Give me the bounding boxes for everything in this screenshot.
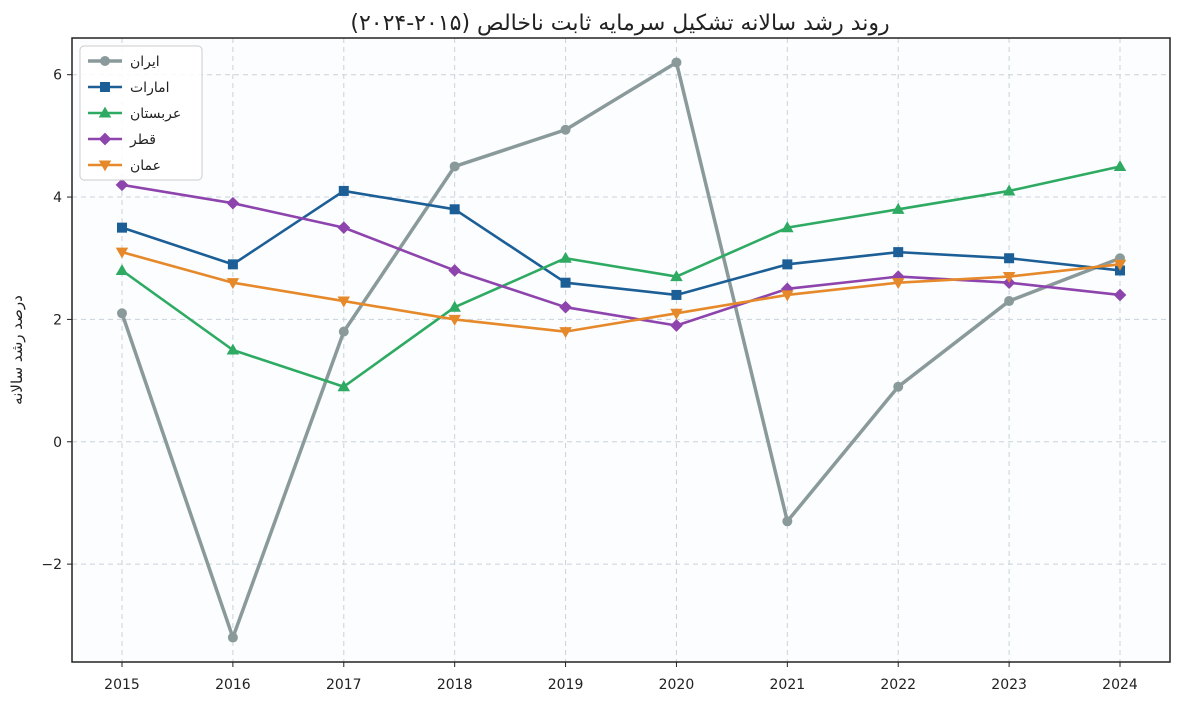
plot-frame: [71, 37, 1171, 663]
data-point: [227, 259, 238, 270]
data-point: [117, 222, 127, 233]
data-point: [1004, 296, 1015, 307]
data-point: [226, 278, 240, 290]
legend-item: قطر: [88, 132, 156, 148]
data-point: [448, 264, 461, 277]
data-point: [115, 247, 129, 259]
legend-item: امارات: [88, 80, 169, 96]
data-point: [115, 178, 129, 192]
series-layer: [115, 57, 1127, 643]
legend-label: امارات: [130, 80, 169, 96]
x-tick-label: 2018: [437, 677, 473, 693]
data-point: [117, 308, 127, 319]
series-line: [121, 250, 1121, 333]
data-point: [1002, 272, 1016, 283]
data-point: [337, 221, 351, 234]
data-point: [671, 289, 682, 300]
data-point: [227, 632, 238, 643]
legend-item: عمان: [88, 158, 161, 174]
data-point: [1113, 288, 1127, 302]
chart-title: روند رشد سالانه تشکیل سرمایه ثابت ناخالص…: [350, 11, 889, 36]
legend-label: ایران: [130, 54, 160, 70]
legend-marker: [98, 132, 112, 146]
data-point: [337, 380, 351, 392]
x-tick-label: 2016: [215, 677, 251, 693]
y-tick-label: 4: [53, 190, 62, 206]
y-axis: −2 0 2 4 6: [41, 68, 72, 573]
data-point: [893, 247, 904, 258]
data-point: [560, 277, 571, 288]
x-tick-label: 2022: [880, 677, 916, 693]
data-point: [670, 270, 683, 282]
legend-marker: [98, 160, 112, 172]
x-tick-label: 2015: [104, 677, 140, 693]
y-tick-label: 0: [53, 435, 62, 451]
data-point: [338, 326, 349, 337]
data-point: [1113, 160, 1127, 172]
legend-label: عربستان: [130, 106, 181, 122]
data-point: [1113, 259, 1127, 271]
data-point: [1002, 184, 1016, 196]
series-5: [115, 247, 1127, 339]
legend-label: عمان: [130, 158, 161, 174]
legend-marker: [100, 82, 110, 92]
legend-item: عربستان: [88, 106, 181, 122]
data-point: [671, 57, 682, 68]
data-point: [560, 124, 571, 135]
legend-marker: [98, 106, 112, 118]
data-point: [893, 381, 904, 392]
y-tick-label: 2: [53, 312, 62, 328]
series-1: [117, 57, 1125, 643]
data-point: [782, 259, 793, 270]
data-point: [338, 185, 349, 196]
data-point: [226, 196, 240, 210]
legend-marker: [100, 56, 110, 66]
series-line: [121, 189, 1121, 297]
legend-label: قطر: [129, 132, 156, 148]
data-point: [559, 327, 572, 339]
data-point: [670, 308, 683, 320]
y-axis-label: درصد رشد سالانه: [8, 295, 26, 405]
legend-item: ایران: [88, 54, 160, 70]
legend-box: [79, 45, 203, 181]
x-tick-label: 2023: [991, 677, 1027, 693]
data-point: [781, 290, 794, 302]
x-tick-label: 2019: [548, 677, 584, 693]
data-point: [670, 319, 683, 332]
data-point: [782, 516, 793, 527]
x-axis: 2015 2016 2017 2018 2019 2020 2021 2022 2023 2024: [104, 662, 1138, 693]
y-tick-label: 6: [53, 68, 62, 84]
data-point: [226, 343, 240, 355]
data-point: [559, 251, 572, 263]
x-tick-label: 2020: [659, 677, 695, 693]
x-tick-label: 2021: [770, 677, 806, 693]
series-line: [121, 165, 1121, 389]
data-point: [781, 221, 794, 233]
data-point: [559, 300, 572, 314]
data-point: [449, 161, 460, 172]
series-3: [115, 160, 1127, 392]
data-point: [1004, 253, 1015, 264]
data-point: [891, 278, 905, 290]
legend: ایران امارات عربستان قطر عمان: [79, 45, 203, 181]
x-tick-label: 2017: [326, 677, 362, 693]
data-point: [448, 300, 461, 312]
data-point: [891, 202, 905, 214]
data-point: [337, 296, 351, 308]
series-line: [120, 60, 1121, 640]
data-point: [115, 264, 129, 276]
data-point: [448, 314, 461, 326]
plot-area: [72, 38, 1170, 662]
y-tick-label: −2: [41, 557, 62, 573]
x-tick-label: 2024: [1102, 677, 1138, 693]
data-point: [449, 204, 460, 215]
